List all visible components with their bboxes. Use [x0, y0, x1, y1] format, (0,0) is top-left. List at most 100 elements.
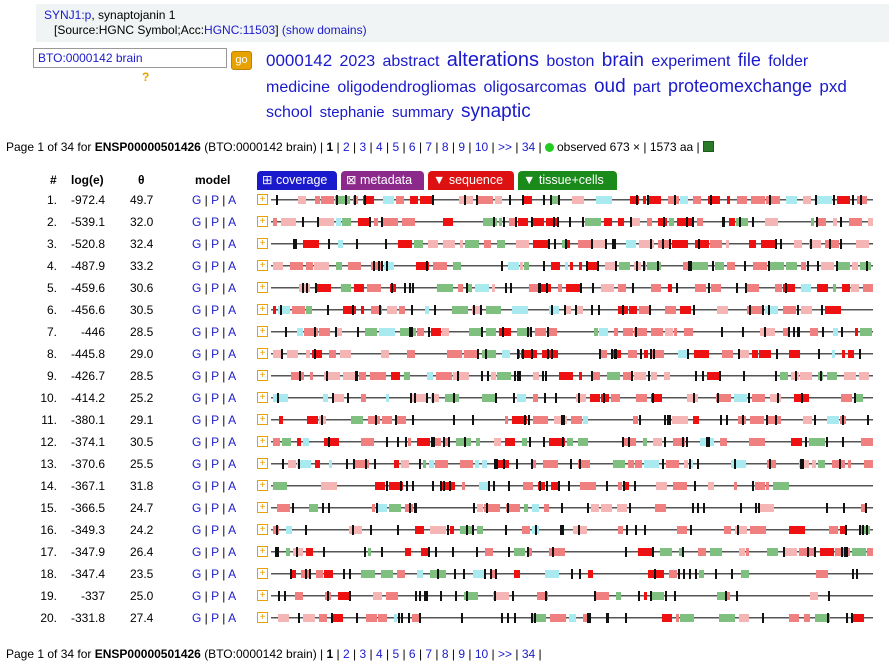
page-link-10[interactable]: 10	[474, 140, 489, 154]
model-link-g[interactable]: G	[192, 435, 202, 449]
model-link-a[interactable]: A	[228, 303, 237, 317]
tag-folder[interactable]: folder	[768, 53, 809, 70]
model-link-a[interactable]: A	[228, 435, 237, 449]
model-link-g[interactable]: G	[192, 545, 202, 559]
model-link-a[interactable]: A	[228, 237, 237, 251]
tag-oligodendrogliomas[interactable]: oligodendrogliomas	[337, 79, 477, 96]
model-link-p[interactable]: P	[211, 501, 219, 515]
page-link-9[interactable]: 9	[458, 647, 466, 661]
model-link-a[interactable]: A	[228, 523, 237, 537]
model-link-g[interactable]: G	[192, 479, 202, 493]
page-link-6[interactable]: 6	[408, 647, 416, 661]
page-link-8[interactable]: 8	[441, 647, 449, 661]
coverage-track[interactable]	[271, 565, 873, 583]
expand-icon[interactable]: +	[257, 480, 268, 491]
search-input[interactable]	[33, 48, 227, 68]
tag-0000142[interactable]: 0000142	[266, 51, 333, 70]
page-link-7[interactable]: 7	[425, 140, 433, 154]
model-link-p[interactable]: P	[211, 545, 219, 559]
expand-icon[interactable]: +	[257, 216, 268, 227]
model-link-p[interactable]: P	[211, 457, 219, 471]
model-link-a[interactable]: A	[228, 193, 237, 207]
expand-icon[interactable]: +	[257, 260, 268, 271]
coverage-track[interactable]	[271, 367, 873, 385]
coverage-track[interactable]	[271, 323, 873, 341]
expand-icon[interactable]: +	[257, 392, 268, 403]
model-link-g[interactable]: G	[192, 347, 202, 361]
expand-icon[interactable]: +	[257, 238, 268, 249]
model-link-p[interactable]: P	[211, 325, 219, 339]
coverage-track[interactable]	[271, 543, 873, 561]
model-link-a[interactable]: A	[228, 567, 237, 581]
tag-experiment[interactable]: experiment	[651, 53, 731, 70]
model-link-a[interactable]: A	[228, 501, 237, 515]
tag-2023[interactable]: 2023	[339, 53, 376, 70]
page-link-4[interactable]: 4	[375, 140, 383, 154]
page-link-3[interactable]: 3	[359, 140, 367, 154]
expand-icon[interactable]: +	[257, 370, 268, 381]
expand-icon[interactable]: +	[257, 304, 268, 315]
model-link-a[interactable]: A	[228, 369, 237, 383]
model-link-p[interactable]: P	[211, 281, 219, 295]
tag-medicine[interactable]: medicine	[266, 79, 331, 96]
page-link-8[interactable]: 8	[441, 140, 449, 154]
hgnc-link[interactable]: HGNC:11503	[204, 23, 276, 37]
tag-file[interactable]: file	[737, 50, 761, 70]
expand-icon[interactable]: +	[257, 502, 268, 513]
model-link-p[interactable]: P	[211, 237, 219, 251]
model-link-a[interactable]: A	[228, 347, 237, 361]
tag-brain[interactable]: brain	[601, 50, 644, 71]
coverage-track[interactable]	[271, 609, 873, 627]
expand-icon[interactable]: +	[257, 546, 268, 557]
model-link-a[interactable]: A	[228, 281, 237, 295]
expand-icon[interactable]: +	[257, 568, 268, 579]
model-link-a[interactable]: A	[228, 545, 237, 559]
page-link-5[interactable]: 5	[392, 140, 400, 154]
page-link-next[interactable]: >>	[498, 647, 513, 661]
page-link-10[interactable]: 10	[474, 647, 489, 661]
coverage-track[interactable]	[271, 477, 873, 495]
coverage-track[interactable]	[271, 345, 873, 363]
model-link-g[interactable]: G	[192, 413, 202, 427]
page-link-9[interactable]: 9	[458, 140, 466, 154]
model-link-a[interactable]: A	[228, 259, 237, 273]
model-link-a[interactable]: A	[228, 391, 237, 405]
model-link-p[interactable]: P	[211, 215, 219, 229]
tag-oligosarcomas[interactable]: oligosarcomas	[483, 79, 587, 96]
model-link-g[interactable]: G	[192, 369, 202, 383]
page-link-34[interactable]: 34	[521, 647, 536, 661]
coverage-track[interactable]	[271, 279, 873, 297]
tag-oud[interactable]: oud	[593, 76, 626, 97]
model-link-g[interactable]: G	[192, 193, 202, 207]
expand-icon[interactable]: +	[257, 458, 268, 469]
expand-icon[interactable]: +	[257, 194, 268, 205]
model-link-g[interactable]: G	[192, 589, 202, 603]
coverage-track[interactable]	[271, 213, 873, 231]
expand-icon[interactable]: +	[257, 414, 268, 425]
tab-coverage[interactable]: ⊞ coverage	[257, 171, 337, 190]
model-link-p[interactable]: P	[211, 369, 219, 383]
model-link-a[interactable]: A	[228, 457, 237, 471]
model-link-a[interactable]: A	[228, 325, 237, 339]
model-link-g[interactable]: G	[192, 523, 202, 537]
tag-part[interactable]: part	[633, 79, 661, 96]
model-link-p[interactable]: P	[211, 193, 219, 207]
expand-icon[interactable]: +	[257, 590, 268, 601]
model-link-p[interactable]: P	[211, 479, 219, 493]
coverage-track[interactable]	[271, 389, 873, 407]
model-link-p[interactable]: P	[211, 303, 219, 317]
page-link-6[interactable]: 6	[408, 140, 416, 154]
coverage-track[interactable]	[271, 499, 873, 517]
tag-abstract[interactable]: abstract	[382, 53, 440, 70]
coverage-track[interactable]	[271, 411, 873, 429]
model-link-p[interactable]: P	[211, 413, 219, 427]
go-button[interactable]: go	[231, 51, 252, 70]
page-link-34[interactable]: 34	[521, 140, 536, 154]
tag-boston[interactable]: boston	[546, 53, 595, 70]
model-link-p[interactable]: P	[211, 435, 219, 449]
page-link-2[interactable]: 2	[342, 140, 350, 154]
tag-summary[interactable]: summary	[392, 104, 454, 121]
model-link-a[interactable]: A	[228, 413, 237, 427]
page-link-4[interactable]: 4	[375, 647, 383, 661]
coverage-track[interactable]	[271, 433, 873, 451]
